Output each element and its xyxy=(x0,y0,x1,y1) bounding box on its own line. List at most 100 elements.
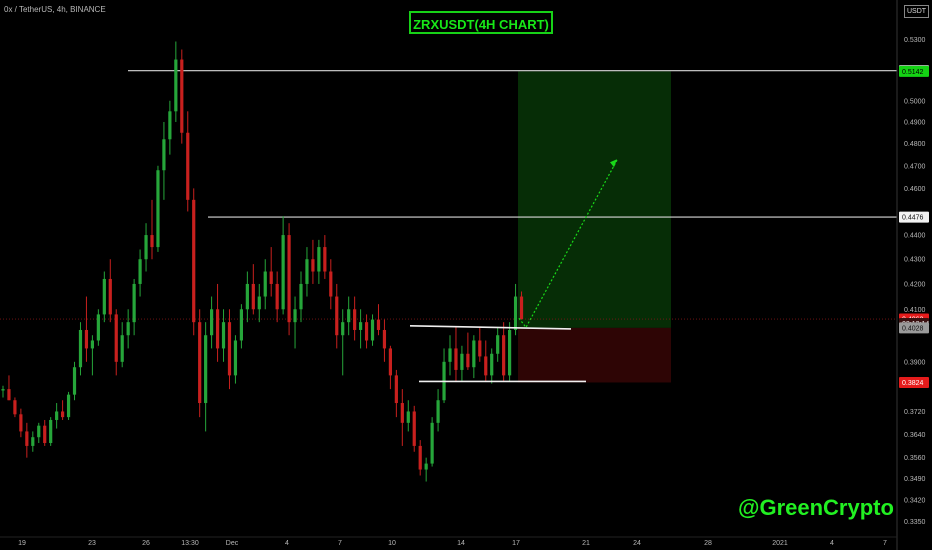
candle-body xyxy=(174,59,178,112)
candle xyxy=(174,41,178,122)
candle xyxy=(168,100,172,155)
candle xyxy=(275,271,279,323)
candle-body xyxy=(239,309,243,341)
candle-body xyxy=(120,335,124,362)
candle-body xyxy=(412,411,416,446)
candle-body xyxy=(382,329,387,349)
time-tick-label: 23 xyxy=(88,540,96,547)
horizontal-levels xyxy=(0,70,897,320)
candle-body xyxy=(37,425,41,438)
candle xyxy=(508,322,512,381)
price-tags: 0.51450.51420.44760.406202:12:140.40280.… xyxy=(899,65,929,388)
candle-body xyxy=(478,340,482,357)
candle-body xyxy=(359,322,363,330)
candle-body xyxy=(418,445,422,470)
candle-body xyxy=(484,356,488,376)
candle xyxy=(156,165,160,252)
price-tag-label: 0.5142 xyxy=(902,69,924,76)
candle-body xyxy=(353,309,357,330)
candle xyxy=(150,199,154,260)
candle xyxy=(55,403,59,429)
candle xyxy=(215,283,220,362)
candle-body xyxy=(406,411,410,423)
candle-body xyxy=(436,400,440,423)
candle xyxy=(519,291,524,320)
candle xyxy=(84,296,89,362)
candle-body xyxy=(156,170,160,248)
candle-body xyxy=(96,314,100,341)
candle xyxy=(263,259,267,310)
candle-body xyxy=(341,322,345,336)
candle-body xyxy=(31,437,35,446)
candle xyxy=(126,309,130,349)
time-tick-label: 24 xyxy=(633,540,641,547)
candle xyxy=(204,322,208,432)
candle xyxy=(454,327,458,381)
candle-body xyxy=(162,139,166,171)
candle xyxy=(102,271,106,323)
candle xyxy=(305,247,309,297)
price-tag: 0.3824 xyxy=(899,376,929,388)
candle xyxy=(394,369,398,418)
currency-badge[interactable]: USDT xyxy=(904,5,930,18)
candle xyxy=(25,422,29,458)
time-tick-label: 7 xyxy=(883,540,887,547)
candle xyxy=(442,348,446,404)
price-tick-label: 0.5300 xyxy=(904,37,926,44)
candle-body xyxy=(263,271,267,297)
price-axis[interactable]: 0.5300 0.5000 0.4900 0.4800 0.4700 0.4600 0.44… xyxy=(896,0,926,550)
candle xyxy=(364,314,369,349)
candle-body xyxy=(84,329,89,349)
candle xyxy=(162,121,166,200)
candle-body xyxy=(245,283,249,310)
candle-body xyxy=(430,422,434,464)
price-tag-label: 0.3824 xyxy=(902,380,924,387)
candle xyxy=(90,335,94,376)
candle-body xyxy=(180,59,184,133)
candle-body xyxy=(138,259,142,284)
time-tick-label: 26 xyxy=(142,540,150,547)
candle xyxy=(496,327,500,362)
candle xyxy=(198,309,202,418)
projection-arrowhead xyxy=(610,159,617,168)
candle-body xyxy=(150,235,154,248)
candle xyxy=(269,247,273,297)
candle xyxy=(210,296,214,349)
candle-body xyxy=(210,309,214,336)
candle xyxy=(43,419,47,446)
candle xyxy=(78,322,83,376)
candle-body xyxy=(323,247,327,272)
time-axis[interactable]: 19 23 26 13:30 Dec 4 7 10 14 17 21 24 28 2021 4 7 xyxy=(0,536,897,547)
candle xyxy=(1,385,5,398)
time-tick-label: 14 xyxy=(457,540,465,547)
candle xyxy=(7,375,11,401)
price-tag-label: 0.4476 xyxy=(902,215,924,222)
time-tick-label: 2021 xyxy=(772,540,788,547)
candle xyxy=(376,304,381,336)
candle xyxy=(466,332,470,370)
candle-body xyxy=(388,348,392,376)
candle-body xyxy=(61,411,65,418)
time-tick-label: 10 xyxy=(388,540,396,547)
price-tag: 0.4476 xyxy=(899,211,929,223)
candle-body xyxy=(204,335,208,404)
candle xyxy=(335,283,339,349)
price-tag-bg xyxy=(899,322,929,334)
candle xyxy=(478,327,482,362)
candle xyxy=(19,408,23,438)
candle-body xyxy=(293,309,297,323)
candle xyxy=(186,111,190,212)
candle xyxy=(341,309,345,376)
candle xyxy=(37,422,41,444)
candle-body xyxy=(454,348,458,370)
candle-body xyxy=(287,235,291,323)
candle xyxy=(317,239,321,284)
candle xyxy=(513,283,518,336)
candle xyxy=(287,223,291,336)
candle-body xyxy=(376,319,381,330)
price-tick-label: 0.3420 xyxy=(904,497,926,504)
time-tick-label: 21 xyxy=(582,540,590,547)
candle xyxy=(424,457,428,482)
price-tag-bg xyxy=(899,65,929,77)
